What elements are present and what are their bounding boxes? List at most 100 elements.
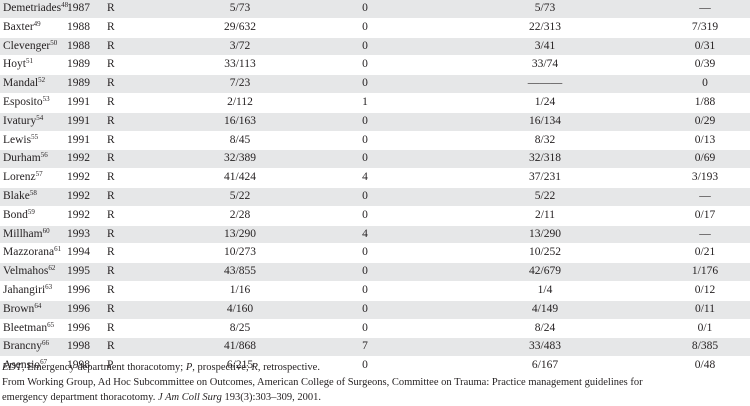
col-5-cell: 0 (362, 359, 368, 372)
col-7-cell: 1/176 (660, 262, 750, 282)
year-cell: 1995 (64, 262, 104, 282)
author: Millham (3, 227, 43, 240)
author-cell: Lewis55 (0, 131, 64, 150)
total-cell: 43/855 (180, 262, 300, 282)
reference: 61 (54, 245, 62, 254)
col-7-cell: 0/17 (694, 208, 716, 221)
col-5-cell: 1 (362, 95, 368, 108)
reference: 54 (36, 113, 44, 122)
reference: 64 (34, 301, 42, 310)
total-cell: 29/632 (224, 20, 256, 33)
total-cell: 5/73 (180, 0, 300, 19)
col-6-cell: 5/22 (430, 187, 660, 207)
table-row: Mandal52 1989 R 7/23 0 ——— 0 (0, 74, 750, 94)
author: Jahangiri (3, 283, 46, 296)
col-6-cell: 1/24 (534, 95, 556, 108)
author: Lewis (3, 133, 32, 146)
col-6-cell: 1/4 (537, 283, 553, 296)
reference: 65 (47, 320, 55, 329)
year-cell: 1988 (67, 20, 90, 33)
author: Bond (3, 208, 28, 221)
author-cell: Jahangiri63 (0, 281, 64, 300)
col-6-cell: 33/483 (430, 337, 660, 357)
author-cell: Mandal52 (0, 74, 64, 94)
col-7-cell: 0/39 (694, 58, 716, 71)
author-cell: Millham60 (0, 225, 64, 244)
col-5-cell: 0 (362, 208, 368, 221)
author-cell: Baxter49 (0, 18, 64, 37)
table-row: Asensio67 1998 P 6/215 0 6/167 0/48 (0, 357, 750, 376)
design-cell: R (104, 0, 180, 19)
author-cell: Brancny66 (0, 337, 64, 357)
col-6-cell: 8/32 (534, 133, 556, 146)
total-cell: 4/160 (180, 300, 300, 320)
author-cell: Durham56 (0, 149, 64, 169)
author: Velmahos (3, 265, 49, 278)
design-cell: R (104, 300, 180, 320)
year-cell: 1998 (64, 337, 104, 357)
reference: 56 (40, 151, 48, 160)
col-7-cell: 0/31 (660, 37, 750, 56)
table-row: Velmahos62 1995 R 43/855 0 42/679 1/176 (0, 262, 750, 282)
author: Mandal (3, 77, 39, 90)
col-5-cell: 4 (362, 171, 368, 184)
col-6-cell: ——— (430, 74, 660, 94)
col-6-cell: 42/679 (430, 262, 660, 282)
total-cell: 2/112 (227, 95, 253, 108)
table-row: Baxter49 1988 R 29/632 0 22/313 7/319 (0, 18, 750, 38)
year-cell: 1989 (67, 58, 90, 71)
year-cell: 1993 (64, 225, 104, 244)
col-5-cell: 0 (362, 20, 368, 33)
total-cell: 13/290 (180, 225, 300, 244)
reference: 66 (41, 339, 49, 348)
year-cell: 1996 (67, 321, 90, 334)
reference: 55 (31, 132, 39, 141)
col-5-cell: 0 (300, 262, 430, 282)
reference: 58 (29, 188, 37, 197)
total-cell: 32/389 (180, 149, 300, 169)
author-cell: Bleetman65 (0, 319, 64, 338)
table-row: Millham60 1993 R 13/290 4 13/290— (0, 225, 750, 244)
author-cell: Clevenger50 (0, 37, 64, 56)
reference: 57 (35, 170, 43, 179)
source-text: emergency department thoracotomy. (2, 392, 158, 403)
year-cell: 1992 (67, 171, 90, 184)
author: Lorenz (3, 171, 36, 184)
total-cell: 2/28 (229, 208, 251, 221)
col-6-cell: 8/24 (534, 321, 556, 334)
col-5-cell: 0 (300, 300, 430, 320)
author: Brown (3, 302, 35, 315)
col-5-cell: 0 (300, 187, 430, 207)
col-6-cell: 2/11 (534, 208, 556, 221)
table-row: Hoyt51 1989 R 33/113 0 33/74 0/39 (0, 56, 750, 75)
col-6-cell: 32/318 (430, 149, 660, 169)
reference: 50 (50, 38, 58, 47)
col-7-cell: 3/193 (691, 171, 719, 184)
year-cell: 1998 (67, 359, 90, 372)
author: Ivatury (3, 114, 37, 127)
table-row: Clevenger50 1988 R 3/72 0 3/41 0/31 (0, 37, 750, 56)
total-cell: 3/72 (180, 37, 300, 56)
total-cell: 5/22 (180, 187, 300, 207)
footnotes: EDT, Emergency department thoracotomy; P… (2, 360, 643, 405)
design-cell: R (107, 58, 115, 71)
author-cell: Demetriades48 (0, 0, 68, 19)
total-cell: 6/215 (226, 359, 254, 372)
table-row: Lorenz57 1992 R 41/424 4 37/231 3/193 (0, 169, 750, 188)
table-row: Bleetman65 1996 R 8/25 0 8/24 0/1 (0, 319, 750, 338)
author: Clevenger (3, 39, 51, 52)
col-6-cell: 22/313 (529, 20, 561, 33)
table-row: Brancny66 1998 R 41/868 7 33/483 8/385 (0, 337, 750, 357)
table-row: Blake58 1992 R 5/22 0 5/22— (0, 187, 750, 207)
col-6-cell: 5/73 (430, 0, 660, 19)
col-7-cell: 1/88 (694, 95, 716, 108)
year-cell: 1992 (67, 208, 90, 221)
term: P (185, 362, 193, 373)
col-7-cell: 0/1 (697, 321, 713, 334)
table-row: Bond59 1992 R 2/28 0 2/11 0/17 (0, 206, 750, 226)
author-cell: Bond59 (0, 206, 64, 225)
design-cell: R (107, 95, 115, 108)
total-cell: 41/424 (224, 171, 256, 184)
author-cell: Blake58 (0, 187, 64, 207)
